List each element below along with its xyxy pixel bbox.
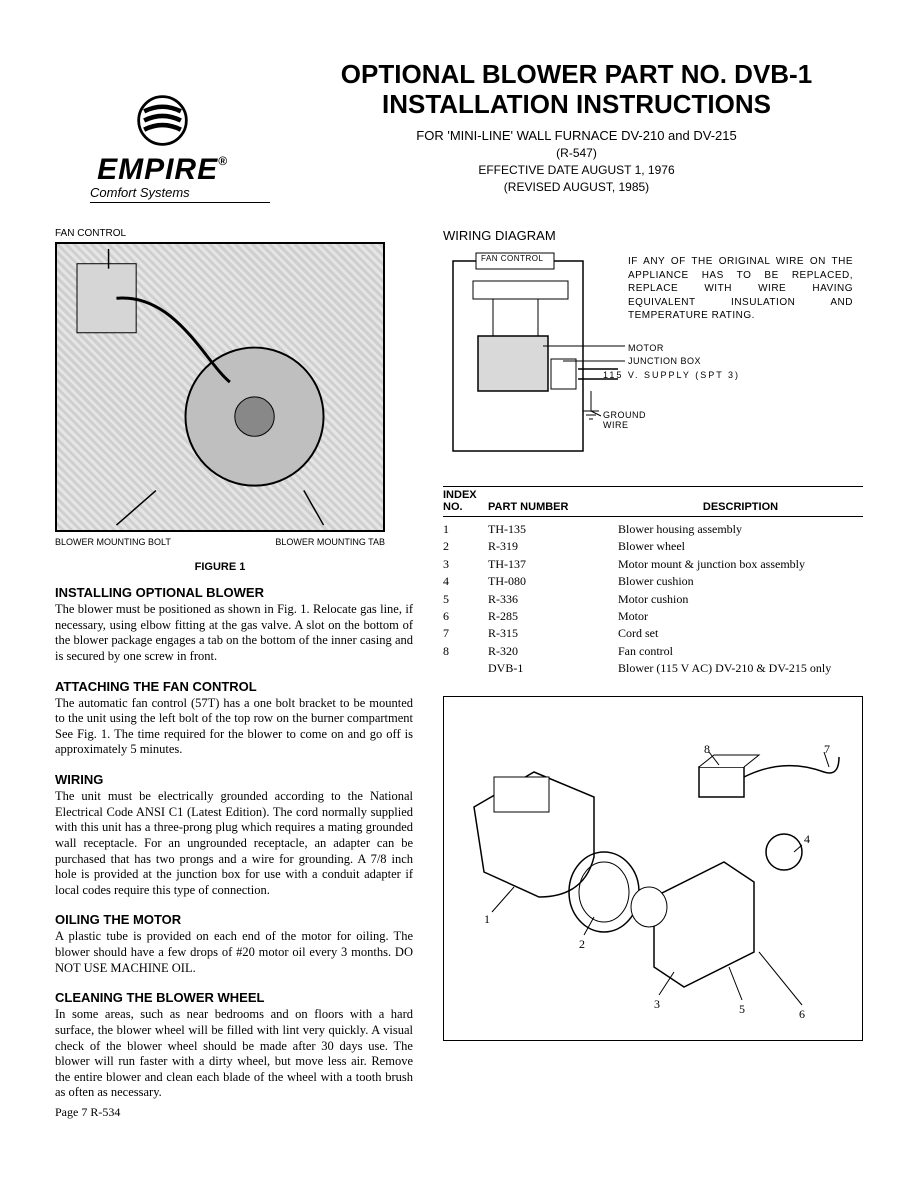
fig1-bottom-labels: BLOWER MOUNTING BOLT BLOWER MOUNTING TAB <box>55 537 385 547</box>
exploded-callout: 3 <box>654 997 660 1012</box>
p-attach: The automatic fan control (57T) has a on… <box>55 696 413 759</box>
figure1-photo <box>55 242 385 532</box>
parts-head-no: NO. <box>443 501 488 513</box>
parts-head-desc: DESCRIPTION <box>618 501 863 513</box>
title-line2: INSTALLATION INSTRUCTIONS <box>290 90 863 120</box>
exploded-view: 1 2 3 4 5 6 7 8 <box>443 696 863 1041</box>
parts-row: 8R-320Fan control <box>443 643 863 660</box>
wiring-heading: WIRING DIAGRAM <box>443 228 863 243</box>
fig1-label-left: BLOWER MOUNTING BOLT <box>55 537 171 547</box>
title-line1: OPTIONAL BLOWER PART NO. DVB-1 <box>290 60 863 90</box>
parts-row: 2R-319Blower wheel <box>443 538 863 555</box>
parts-head-index: INDEX <box>443 486 863 501</box>
parts-idx: 3 <box>443 556 488 573</box>
fig1-label-right: BLOWER MOUNTING TAB <box>275 537 385 547</box>
parts-head-pn: PART NUMBER <box>488 501 618 513</box>
parts-pn: R-320 <box>488 643 618 660</box>
parts-desc: Blower (115 V AC) DV-210 & DV-215 only <box>618 660 863 677</box>
parts-row: 4TH-080Blower cushion <box>443 573 863 590</box>
parts-desc: Blower cushion <box>618 573 863 590</box>
exploded-callout: 6 <box>799 1007 805 1022</box>
exploded-callout: 8 <box>704 742 710 757</box>
logo-tagline: Comfort Systems <box>90 185 270 203</box>
parts-idx: 5 <box>443 591 488 608</box>
parts-idx: 1 <box>443 521 488 538</box>
title-sub2: (R-547) <box>290 146 863 160</box>
parts-row: 3TH-137Motor mount & junction box assemb… <box>443 556 863 573</box>
left-column: FAN CONTROL BLOWER MOUNTING BOLT BLOWER … <box>55 228 413 1120</box>
parts-pn: R-285 <box>488 608 618 625</box>
parts-desc: Cord set <box>618 625 863 642</box>
parts-idx: 2 <box>443 538 488 555</box>
reg-mark: ® <box>218 154 228 168</box>
title-sub3: EFFECTIVE DATE AUGUST 1, 1976 <box>290 163 863 177</box>
parts-pn: DVB-1 <box>488 660 618 677</box>
parts-desc: Blower housing assembly <box>618 521 863 538</box>
h-attach: ATTACHING THE FAN CONTROL <box>55 679 413 694</box>
parts-desc: Fan control <box>618 643 863 660</box>
h-wiring: WIRING <box>55 772 413 787</box>
parts-desc: Blower wheel <box>618 538 863 555</box>
parts-row: 1TH-135Blower housing assembly <box>443 521 863 538</box>
h-oiling: OILING THE MOTOR <box>55 912 413 927</box>
wiring-diagram: FAN CONTROL IF ANY OF THE ORIGINAL WIRE … <box>443 251 863 461</box>
parts-row: 6R-285Motor <box>443 608 863 625</box>
exploded-callout: 7 <box>824 742 830 757</box>
parts-pn: TH-080 <box>488 573 618 590</box>
title-sub4: (REVISED AUGUST, 1985) <box>290 180 863 194</box>
exploded-callout: 5 <box>739 1002 745 1017</box>
p-wiring: The unit must be electrically grounded a… <box>55 789 413 898</box>
parts-row: 7R-315Cord set <box>443 625 863 642</box>
p-install: The blower must be positioned as shown i… <box>55 602 413 665</box>
page-footer: Page 7 R-534 <box>55 1105 413 1120</box>
title-block: OPTIONAL BLOWER PART NO. DVB-1 INSTALLAT… <box>290 60 863 194</box>
h-install: INSTALLING OPTIONAL BLOWER <box>55 585 413 600</box>
p-oiling: A plastic tube is provided on each end o… <box>55 929 413 976</box>
title-sub1: FOR 'MINI-LINE' WALL FURNACE DV-210 and … <box>290 128 863 143</box>
logo-block: EMPIRE® Comfort Systems <box>55 60 270 203</box>
parts-pn: R-336 <box>488 591 618 608</box>
exploded-callout: 4 <box>804 832 810 847</box>
brand-text: EMPIRE <box>97 153 218 186</box>
parts-idx: 6 <box>443 608 488 625</box>
logo-icon <box>133 90 193 150</box>
fig1-top-label: FAN CONTROL <box>55 228 413 239</box>
exploded-callout: 1 <box>484 912 490 927</box>
parts-idx <box>443 660 488 677</box>
logo-brand: EMPIRE® <box>55 155 270 185</box>
right-column: WIRING DIAGRAM FAN CONTROL IF ANY OF THE… <box>443 228 863 1120</box>
parts-row: DVB-1Blower (115 V AC) DV-210 & DV-215 o… <box>443 660 863 677</box>
parts-desc: Motor <box>618 608 863 625</box>
parts-row: 5R-336Motor cushion <box>443 591 863 608</box>
parts-idx: 7 <box>443 625 488 642</box>
parts-desc: Motor cushion <box>618 591 863 608</box>
parts-idx: 4 <box>443 573 488 590</box>
p-cleaning: In some areas, such as near bedrooms and… <box>55 1007 413 1101</box>
fig1-caption: FIGURE 1 <box>55 561 385 573</box>
parts-pn: R-319 <box>488 538 618 555</box>
header: EMPIRE® Comfort Systems OPTIONAL BLOWER … <box>55 60 863 203</box>
parts-body: 1TH-135Blower housing assembly2R-319Blow… <box>443 521 863 678</box>
parts-header-row: NO. PART NUMBER DESCRIPTION <box>443 501 863 517</box>
parts-pn: R-315 <box>488 625 618 642</box>
parts-idx: 8 <box>443 643 488 660</box>
parts-pn: TH-135 <box>488 521 618 538</box>
exploded-callout: 2 <box>579 937 585 952</box>
body-columns: FAN CONTROL BLOWER MOUNTING BOLT BLOWER … <box>55 228 863 1120</box>
parts-desc: Motor mount & junction box assembly <box>618 556 863 573</box>
parts-pn: TH-137 <box>488 556 618 573</box>
h-cleaning: CLEANING THE BLOWER WHEEL <box>55 990 413 1005</box>
